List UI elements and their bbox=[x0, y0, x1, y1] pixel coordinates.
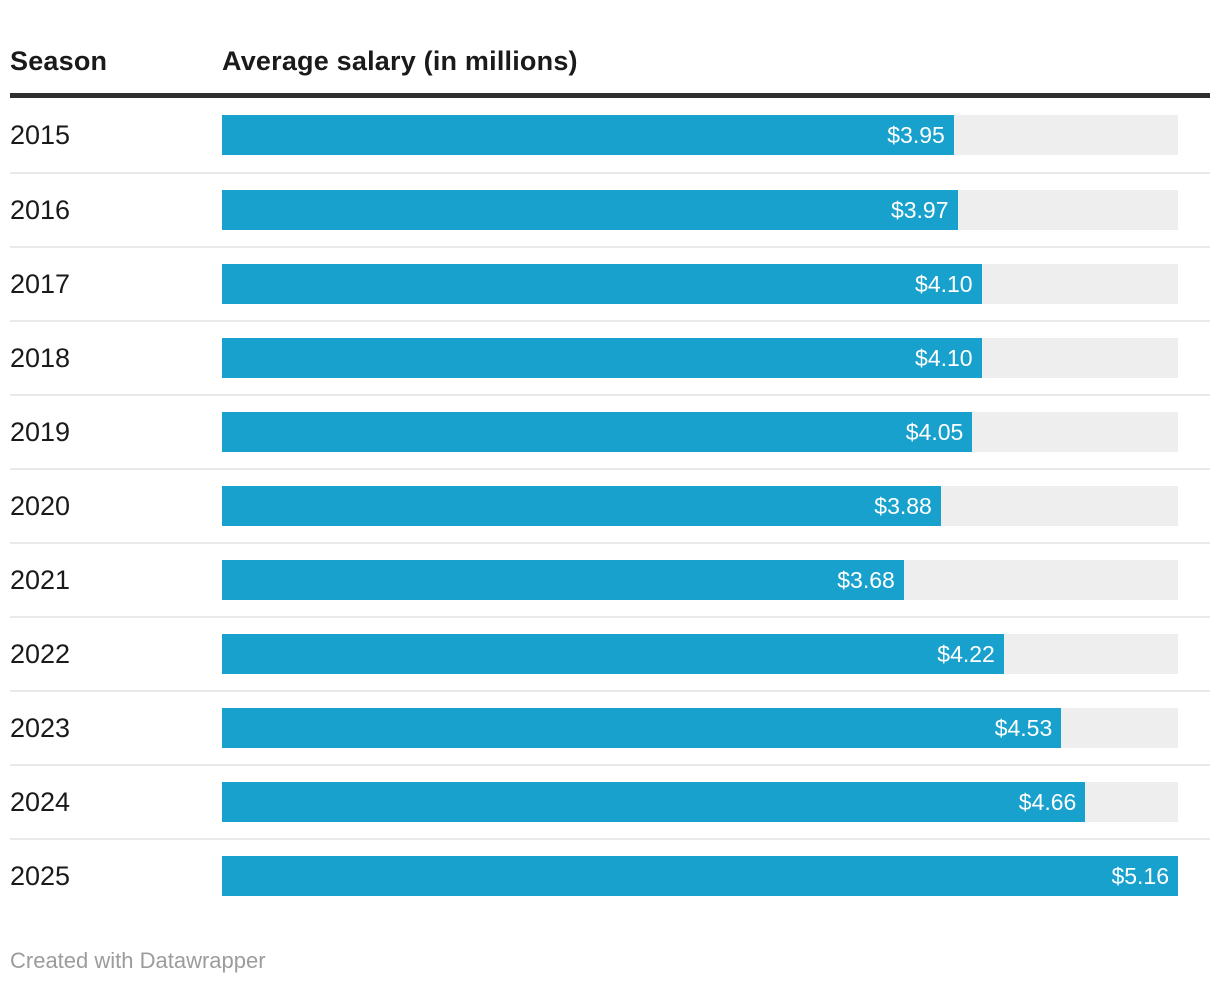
season-label: 2022 bbox=[10, 638, 71, 669]
table-row: 2021 $3.68 bbox=[10, 542, 1210, 616]
season-label: 2025 bbox=[10, 860, 71, 891]
bar-value-label: $3.88 bbox=[874, 492, 932, 519]
datawrapper-credit: Created with Datawrapper bbox=[10, 948, 266, 973]
bar-value-label: $4.05 bbox=[905, 418, 964, 445]
salary-bar: $3.97 bbox=[222, 190, 958, 230]
salary-bar: $4.22 bbox=[222, 634, 1004, 674]
season-label: 2017 bbox=[10, 268, 71, 299]
salary-bar: $3.68 bbox=[222, 560, 904, 600]
salary-bar: $3.88 bbox=[222, 486, 941, 526]
bar-value-label: $4.10 bbox=[915, 270, 973, 297]
bar-track: $3.97 bbox=[222, 190, 1178, 230]
salary-bar: $3.95 bbox=[222, 115, 954, 155]
season-column-header: Season bbox=[10, 46, 108, 76]
column-headers: Season Average salary (in millions) bbox=[10, 0, 1210, 77]
table-row: 2015 $3.95 bbox=[10, 98, 1210, 172]
bar-value-label: $3.97 bbox=[890, 196, 949, 223]
bar-value-label: $3.68 bbox=[837, 566, 895, 593]
bar-track: $3.95 bbox=[222, 115, 1178, 155]
salary-bar: $4.66 bbox=[222, 782, 1086, 822]
season-label: 2019 bbox=[10, 416, 71, 447]
season-label: 2023 bbox=[10, 712, 71, 743]
table-row: 2025 $5.16 bbox=[10, 838, 1210, 912]
season-label: 2020 bbox=[10, 490, 71, 521]
table-row: 2019 $4.05 bbox=[10, 394, 1210, 468]
season-label: 2024 bbox=[10, 786, 71, 817]
table-row: 2016 $3.97 bbox=[10, 172, 1210, 246]
salary-bar: $4.10 bbox=[222, 338, 982, 378]
season-label: 2015 bbox=[10, 119, 71, 150]
bar-track: $4.10 bbox=[222, 338, 1178, 378]
season-label: 2018 bbox=[10, 342, 71, 373]
salary-bar: $4.53 bbox=[222, 708, 1062, 748]
bar-value-label: $5.16 bbox=[1111, 862, 1169, 889]
bar-value-label: $4.66 bbox=[1018, 788, 1077, 815]
salary-bar: $4.05 bbox=[222, 412, 973, 452]
bar-value-label: $4.10 bbox=[915, 344, 973, 371]
table-row: 2023 $4.53 bbox=[10, 690, 1210, 764]
table-row: 2024 $4.66 bbox=[10, 764, 1210, 838]
table-row: 2017 $4.10 bbox=[10, 246, 1210, 320]
season-label: 2021 bbox=[10, 564, 71, 595]
salary-column-header: Average salary (in millions) bbox=[222, 46, 578, 76]
table-row: 2020 $3.88 bbox=[10, 468, 1210, 542]
season-label: 2016 bbox=[10, 194, 71, 225]
bar-track: $4.05 bbox=[222, 412, 1178, 452]
chart-container: Season Average salary (in millions) 2015… bbox=[10, 0, 1210, 974]
bar-track: $5.16 bbox=[222, 856, 1178, 896]
bar-value-label: $3.95 bbox=[887, 121, 945, 148]
header-divider bbox=[10, 93, 1210, 98]
bar-track: $4.22 bbox=[222, 634, 1178, 674]
salary-bar: $4.10 bbox=[222, 264, 982, 304]
table-row: 2018 $4.10 bbox=[10, 320, 1210, 394]
bar-track: $4.10 bbox=[222, 264, 1178, 304]
bar-track: $4.66 bbox=[222, 782, 1178, 822]
bar-track: $3.88 bbox=[222, 486, 1178, 526]
bar-rows: 2015 $3.95 2016 $3.97 2017 $4.10 2018 $4.10 2019… bbox=[10, 98, 1210, 912]
bar-track: $3.68 bbox=[222, 560, 1178, 600]
salary-bar: $5.16 bbox=[222, 856, 1178, 896]
bar-value-label: $4.22 bbox=[937, 640, 995, 667]
bar-track: $4.53 bbox=[222, 708, 1178, 748]
table-row: 2022 $4.22 bbox=[10, 616, 1210, 690]
bar-value-label: $4.53 bbox=[994, 714, 1053, 741]
